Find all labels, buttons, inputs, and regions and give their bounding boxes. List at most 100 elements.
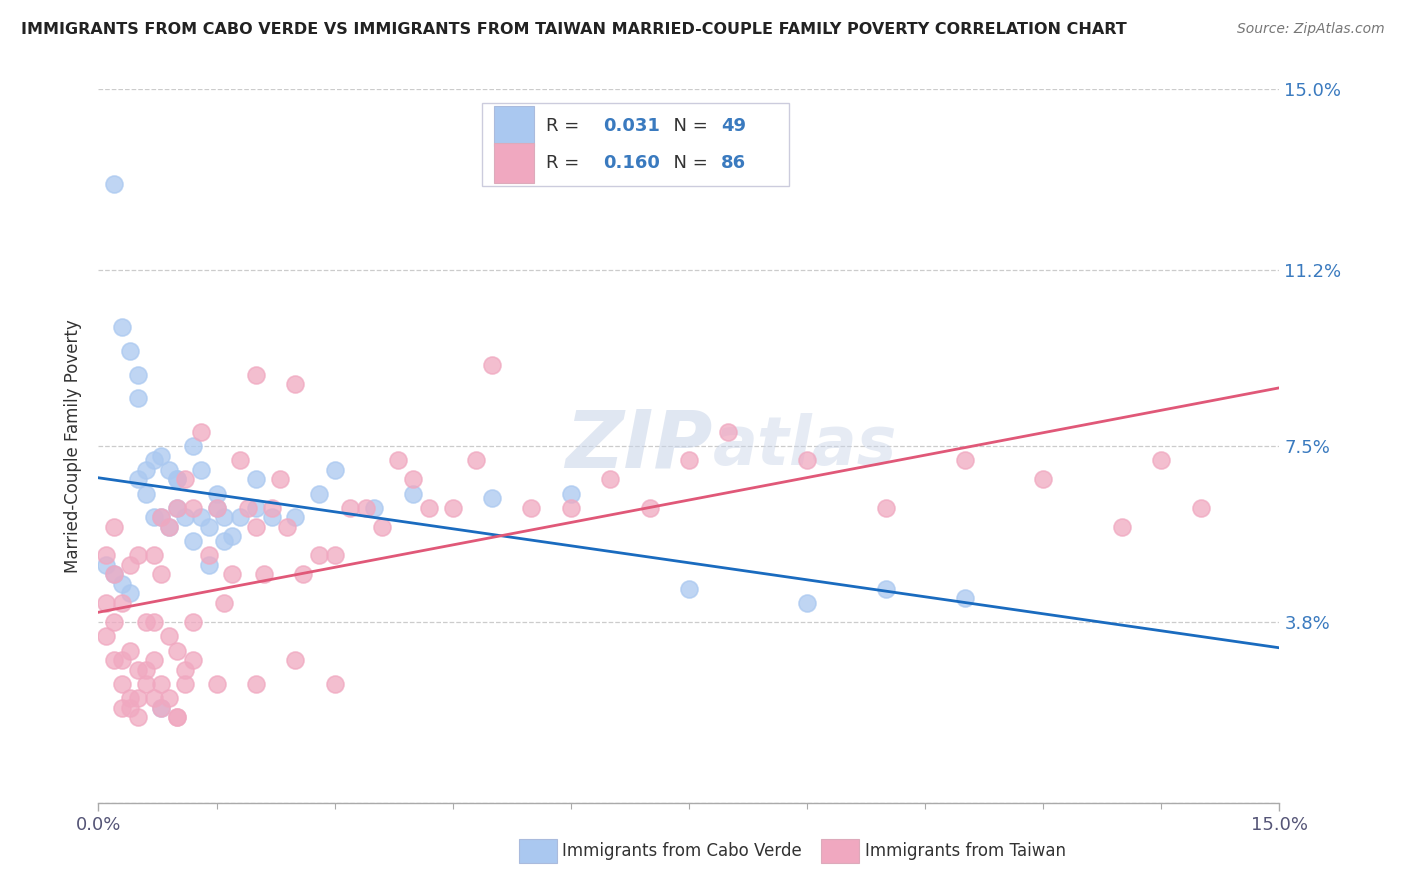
Point — [135, 486, 157, 500]
Point — [150, 510, 173, 524]
Point — [1150, 453, 1173, 467]
Point — [229, 453, 252, 467]
Point — [174, 677, 197, 691]
Point — [127, 663, 149, 677]
Point — [875, 500, 897, 515]
Point — [1032, 472, 1054, 486]
Y-axis label: Married-Couple Family Poverty: Married-Couple Family Poverty — [65, 319, 83, 573]
Point — [118, 558, 141, 572]
Point — [481, 358, 503, 372]
Text: atlas: atlas — [713, 413, 897, 479]
Point — [284, 510, 307, 524]
Point — [174, 510, 197, 524]
Point — [292, 567, 315, 582]
Point — [181, 534, 204, 549]
Point — [1189, 500, 1212, 515]
FancyBboxPatch shape — [494, 106, 534, 146]
Point — [181, 615, 204, 629]
Point — [197, 558, 219, 572]
Point — [127, 368, 149, 382]
Point — [135, 663, 157, 677]
Point — [157, 463, 180, 477]
Point — [166, 710, 188, 724]
Point — [127, 472, 149, 486]
Point — [181, 500, 204, 515]
Point — [402, 472, 425, 486]
Point — [260, 510, 283, 524]
Text: Immigrants from Taiwan: Immigrants from Taiwan — [865, 842, 1066, 860]
Point — [118, 700, 141, 714]
Point — [308, 486, 330, 500]
Point — [229, 510, 252, 524]
Text: 0.031: 0.031 — [603, 118, 659, 136]
Text: R =: R = — [546, 118, 585, 136]
Point — [103, 653, 125, 667]
Point — [245, 677, 267, 691]
Point — [323, 463, 346, 477]
Point — [111, 320, 134, 334]
Point — [127, 691, 149, 706]
Point — [717, 425, 740, 439]
Point — [103, 615, 125, 629]
Point — [150, 449, 173, 463]
Text: 0.160: 0.160 — [603, 153, 659, 171]
Point — [276, 520, 298, 534]
Point — [214, 534, 236, 549]
Point — [166, 643, 188, 657]
Point — [560, 500, 582, 515]
Point — [354, 500, 377, 515]
Point — [678, 582, 700, 596]
Text: ZIP: ZIP — [565, 407, 713, 485]
Point — [111, 700, 134, 714]
Point — [142, 453, 165, 467]
Point — [111, 653, 134, 667]
Point — [205, 500, 228, 515]
Point — [166, 500, 188, 515]
Point — [245, 520, 267, 534]
Point — [190, 510, 212, 524]
Text: N =: N = — [662, 118, 713, 136]
Point — [111, 677, 134, 691]
Point — [953, 453, 976, 467]
Point — [103, 520, 125, 534]
Point — [103, 567, 125, 582]
Point — [245, 500, 267, 515]
Point — [678, 453, 700, 467]
Point — [284, 653, 307, 667]
Point — [205, 500, 228, 515]
Point — [103, 178, 125, 192]
Point — [150, 700, 173, 714]
Point — [181, 439, 204, 453]
Point — [96, 549, 118, 563]
Point — [166, 472, 188, 486]
Point — [166, 500, 188, 515]
Point — [1111, 520, 1133, 534]
Point — [150, 700, 173, 714]
Point — [253, 567, 276, 582]
Point — [127, 392, 149, 406]
Point — [323, 677, 346, 691]
Text: Source: ZipAtlas.com: Source: ZipAtlas.com — [1237, 22, 1385, 37]
Point — [221, 567, 243, 582]
Text: R =: R = — [546, 153, 585, 171]
Point — [560, 486, 582, 500]
Point — [157, 629, 180, 643]
Point — [135, 615, 157, 629]
Point — [214, 596, 236, 610]
Point — [181, 653, 204, 667]
Point — [174, 663, 197, 677]
Point — [111, 596, 134, 610]
Point — [142, 510, 165, 524]
Point — [118, 586, 141, 600]
Point — [205, 677, 228, 691]
Point — [118, 643, 141, 657]
Point — [190, 425, 212, 439]
Point — [157, 520, 180, 534]
Text: IMMIGRANTS FROM CABO VERDE VS IMMIGRANTS FROM TAIWAN MARRIED-COUPLE FAMILY POVER: IMMIGRANTS FROM CABO VERDE VS IMMIGRANTS… — [21, 22, 1126, 37]
Point — [166, 472, 188, 486]
Point — [599, 472, 621, 486]
Point — [150, 510, 173, 524]
Point — [245, 472, 267, 486]
Point — [236, 500, 259, 515]
Point — [638, 500, 661, 515]
